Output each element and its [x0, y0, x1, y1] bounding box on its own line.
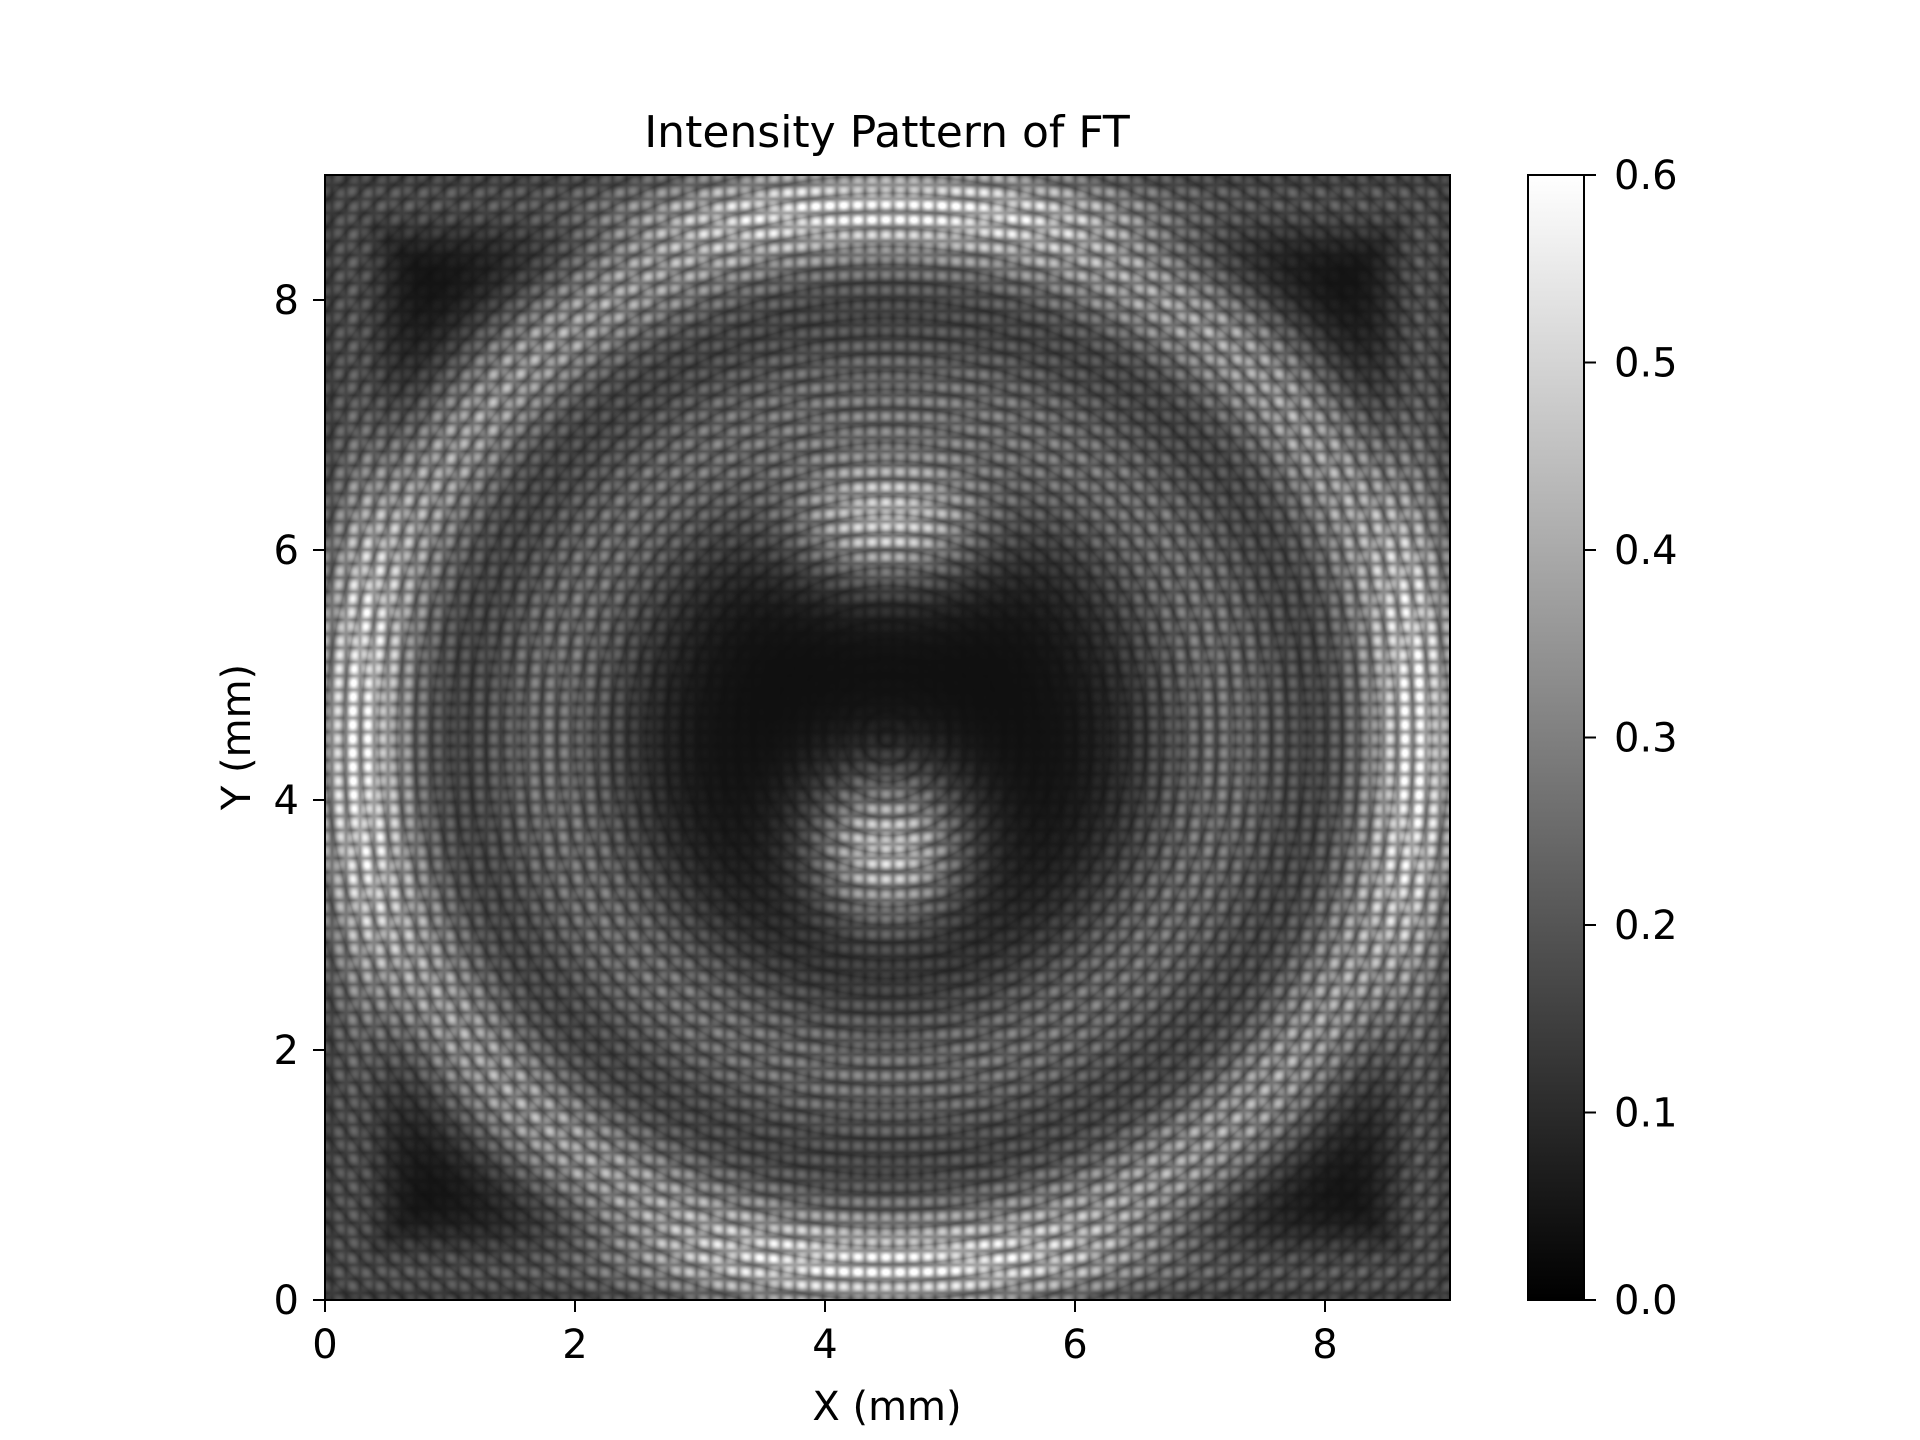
y-axis-ticks: 0 2 4 6 8 — [274, 278, 325, 1324]
y-tick-label: 6 — [274, 528, 299, 574]
colorbar: 0.0 0.1 0.2 0.3 0.4 0.5 0.6 — [1527, 153, 1678, 1324]
x-tick-label: 4 — [812, 1322, 837, 1368]
colorbar-tick-label: 0.4 — [1614, 528, 1678, 574]
y-tick-label: 0 — [274, 1278, 299, 1324]
colorbar-tick-label: 0.1 — [1614, 1091, 1678, 1137]
plot-frame — [324, 174, 1451, 1301]
chart-title: Intensity Pattern of FT — [644, 107, 1130, 158]
y-tick-label: 8 — [274, 278, 299, 324]
y-axis-label: Y (mm) — [214, 664, 260, 811]
heatmap-image — [325, 175, 1450, 1300]
colorbar-tick-label: 0.6 — [1614, 153, 1678, 199]
x-tick-label: 2 — [562, 1322, 587, 1368]
y-tick-label: 4 — [274, 778, 299, 824]
colorbar-gradient — [1527, 174, 1585, 1301]
heatmap-plot — [324, 174, 1451, 1301]
x-tick-label: 6 — [1062, 1322, 1087, 1368]
x-tick-label: 8 — [1312, 1322, 1337, 1368]
colorbar-tick-label: 0.5 — [1614, 341, 1678, 387]
colorbar-ticks: 0.0 0.1 0.2 0.3 0.4 0.5 0.6 — [1584, 153, 1678, 1324]
x-tick-label: 0 — [312, 1322, 337, 1368]
colorbar-tick-label: 0.0 — [1614, 1278, 1678, 1324]
colorbar-tick-label: 0.3 — [1614, 716, 1678, 762]
x-axis-ticks: 0 2 4 6 8 — [312, 1300, 1338, 1368]
x-axis-label: X (mm) — [812, 1384, 961, 1430]
y-tick-label: 2 — [274, 1028, 299, 1074]
colorbar-tick-label: 0.2 — [1614, 903, 1678, 949]
